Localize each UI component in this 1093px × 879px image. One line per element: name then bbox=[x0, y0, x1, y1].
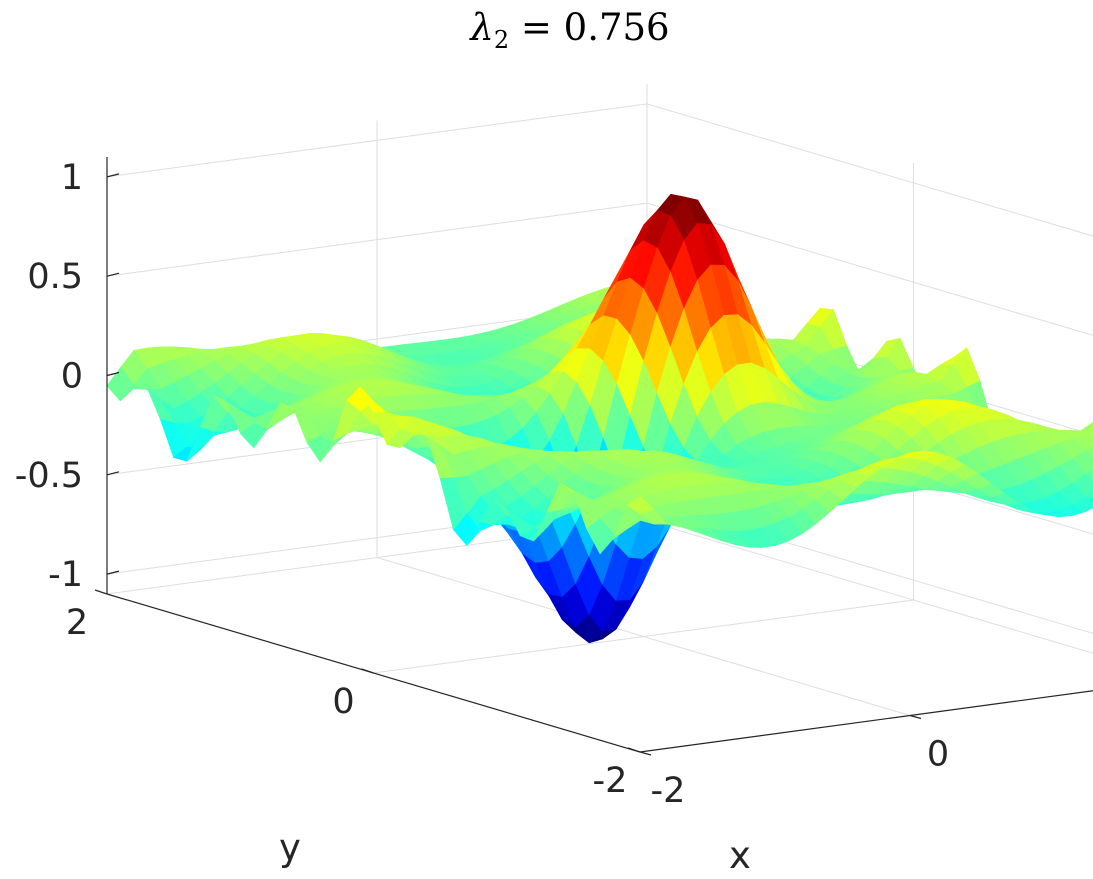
y-tick-mark bbox=[94, 589, 108, 595]
chart-title: λ2 = 0.756 bbox=[468, 6, 669, 54]
y-axis-title: y bbox=[279, 826, 301, 869]
y-tick-label: 0 bbox=[332, 682, 354, 722]
z-tick-mark bbox=[106, 272, 120, 277]
z-tick-mark bbox=[106, 173, 120, 178]
grid-line bbox=[646, 103, 1093, 237]
grid-line bbox=[373, 599, 914, 674]
z-tick-label: -1 bbox=[48, 555, 83, 595]
grid-line bbox=[106, 103, 648, 178]
x-tick-label: -2 bbox=[651, 771, 686, 811]
x-tick-label: 0 bbox=[927, 735, 949, 775]
surface-patch bbox=[626, 495, 655, 515]
x-tick-mark bbox=[639, 751, 652, 756]
grid-line bbox=[639, 690, 1093, 753]
tick-labels: -20220-210.50-0.5-1 bbox=[15, 158, 949, 811]
axes bbox=[94, 157, 1093, 756]
z-tick-label: 0.5 bbox=[27, 257, 83, 297]
y-tick-mark bbox=[627, 747, 641, 753]
grid-line bbox=[646, 202, 1093, 336]
z-tick-mark bbox=[106, 471, 120, 476]
y-tick-mark bbox=[361, 668, 374, 674]
x-axis-line bbox=[639, 690, 1093, 753]
chart-title-rest: = 0.756 bbox=[509, 6, 669, 49]
z-tick-mark bbox=[106, 371, 120, 377]
z-tick-mark bbox=[106, 570, 120, 575]
chart-title-subscript: 2 bbox=[494, 26, 509, 54]
z-tick-label: 1 bbox=[61, 158, 83, 198]
y-tick-label: -2 bbox=[593, 761, 628, 801]
surface-plot bbox=[106, 193, 1093, 644]
chart-title-symbol: λ bbox=[468, 6, 493, 49]
x-axis-title: x bbox=[729, 834, 751, 877]
grid-line bbox=[646, 520, 1093, 654]
grid-line bbox=[106, 202, 648, 277]
z-tick-label: 0 bbox=[61, 357, 83, 397]
x-tick-mark bbox=[909, 714, 922, 720]
y-tick-label: 2 bbox=[66, 603, 88, 643]
z-tick-label: -0.5 bbox=[15, 456, 83, 496]
